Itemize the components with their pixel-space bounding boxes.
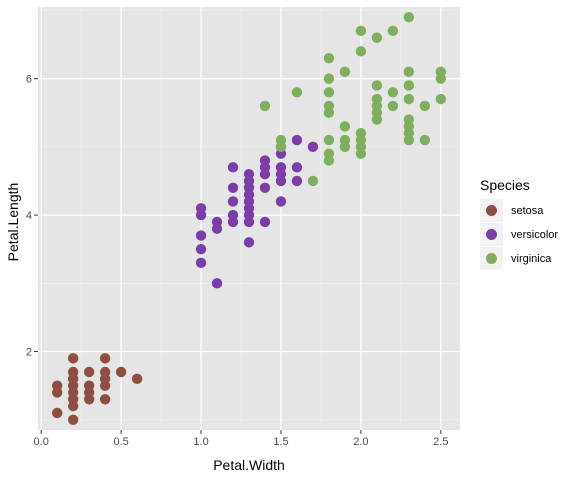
y-axis-title: Petal.Length	[5, 183, 21, 262]
legend-label-virginica: virginica	[511, 253, 552, 265]
data-point-setosa	[115, 366, 127, 378]
data-point-virginica	[387, 87, 399, 98]
data-point-setosa	[67, 353, 79, 364]
data-point-virginica	[355, 46, 367, 57]
data-point-virginica	[387, 100, 399, 112]
data-point-setosa	[67, 414, 79, 425]
x-tick-label: 0.0	[34, 436, 49, 448]
data-point-virginica	[371, 80, 383, 91]
data-point-setosa	[99, 353, 111, 364]
data-point-virginica	[291, 87, 303, 98]
data-point-virginica	[387, 25, 399, 37]
data-point-setosa	[51, 387, 63, 398]
data-point-versicolor	[243, 216, 255, 228]
data-point-versicolor	[195, 209, 207, 221]
legend-label-setosa: setosa	[511, 205, 544, 217]
data-point-versicolor	[227, 182, 239, 193]
data-point-setosa	[83, 366, 95, 378]
data-point-virginica	[403, 93, 415, 105]
data-point-versicolor	[307, 141, 319, 153]
x-axis: 0.0 0.5 1.0 1.5 2.0 2.5	[34, 430, 448, 448]
data-point-versicolor	[291, 134, 303, 146]
data-point-versicolor	[227, 216, 239, 228]
y-tick-label: 6	[26, 74, 32, 86]
x-tick-label: 1.5	[273, 436, 288, 448]
legend-swatch-versicolor	[486, 229, 497, 240]
data-point-setosa	[131, 373, 143, 385]
y-tick-label: 2	[26, 347, 32, 359]
data-point-versicolor	[275, 175, 287, 187]
data-point-versicolor	[291, 175, 303, 187]
x-tick-label: 1.0	[193, 436, 208, 448]
data-point-versicolor	[211, 278, 223, 289]
data-point-virginica	[323, 107, 335, 118]
data-point-versicolor	[211, 223, 223, 234]
legend-title: Species	[480, 177, 530, 193]
y-axis: 2 4 6	[26, 74, 38, 359]
data-point-virginica	[323, 134, 335, 146]
data-point-virginica	[371, 114, 383, 125]
y-tick-label: 4	[26, 210, 32, 222]
data-point-virginica	[323, 73, 335, 84]
legend-label-versicolor: versicolor	[511, 229, 558, 241]
data-point-virginica	[419, 134, 431, 146]
data-point-versicolor	[227, 196, 239, 207]
x-tick-label: 2.0	[353, 436, 368, 448]
data-point-setosa	[83, 394, 95, 405]
data-point-versicolor	[195, 244, 207, 255]
data-point-virginica	[403, 12, 415, 23]
data-point-virginica	[323, 155, 335, 166]
data-point-versicolor	[275, 196, 287, 207]
grid-minor	[38, 7, 460, 430]
data-point-versicolor	[259, 216, 271, 228]
data-point-virginica	[371, 32, 383, 43]
data-point-setosa	[67, 400, 79, 412]
data-point-virginica	[355, 25, 367, 37]
data-point-virginica	[435, 73, 447, 84]
data-point-virginica	[339, 121, 351, 132]
data-point-virginica	[403, 134, 415, 146]
data-point-virginica	[323, 52, 335, 64]
data-point-virginica	[355, 148, 367, 159]
data-point-virginica	[419, 100, 431, 112]
data-point-versicolor	[259, 182, 271, 193]
data-points	[51, 12, 447, 425]
data-point-setosa	[99, 380, 111, 391]
data-point-setosa	[51, 407, 63, 419]
data-point-virginica	[435, 93, 447, 105]
data-point-virginica	[275, 141, 287, 153]
data-point-versicolor	[195, 257, 207, 269]
grid-major	[38, 7, 460, 430]
x-tick-label: 0.5	[113, 436, 128, 448]
data-point-versicolor	[243, 237, 255, 248]
data-point-virginica	[339, 66, 351, 78]
x-axis-title: Petal.Width	[213, 457, 285, 473]
x-tick-label: 2.5	[433, 436, 448, 448]
data-point-versicolor	[227, 162, 239, 173]
data-point-versicolor	[259, 168, 271, 180]
legend: Species setosa versicolor virginica	[480, 177, 558, 270]
data-point-setosa	[99, 394, 111, 405]
legend-swatch-virginica	[486, 253, 497, 264]
data-point-virginica	[307, 175, 319, 187]
data-point-virginica	[259, 100, 271, 112]
data-point-virginica	[323, 87, 335, 98]
legend-swatch-setosa	[486, 205, 497, 216]
data-point-versicolor	[291, 162, 303, 173]
data-point-virginica	[403, 80, 415, 91]
data-point-virginica	[403, 66, 415, 78]
data-point-versicolor	[195, 230, 207, 241]
data-point-virginica	[339, 141, 351, 153]
